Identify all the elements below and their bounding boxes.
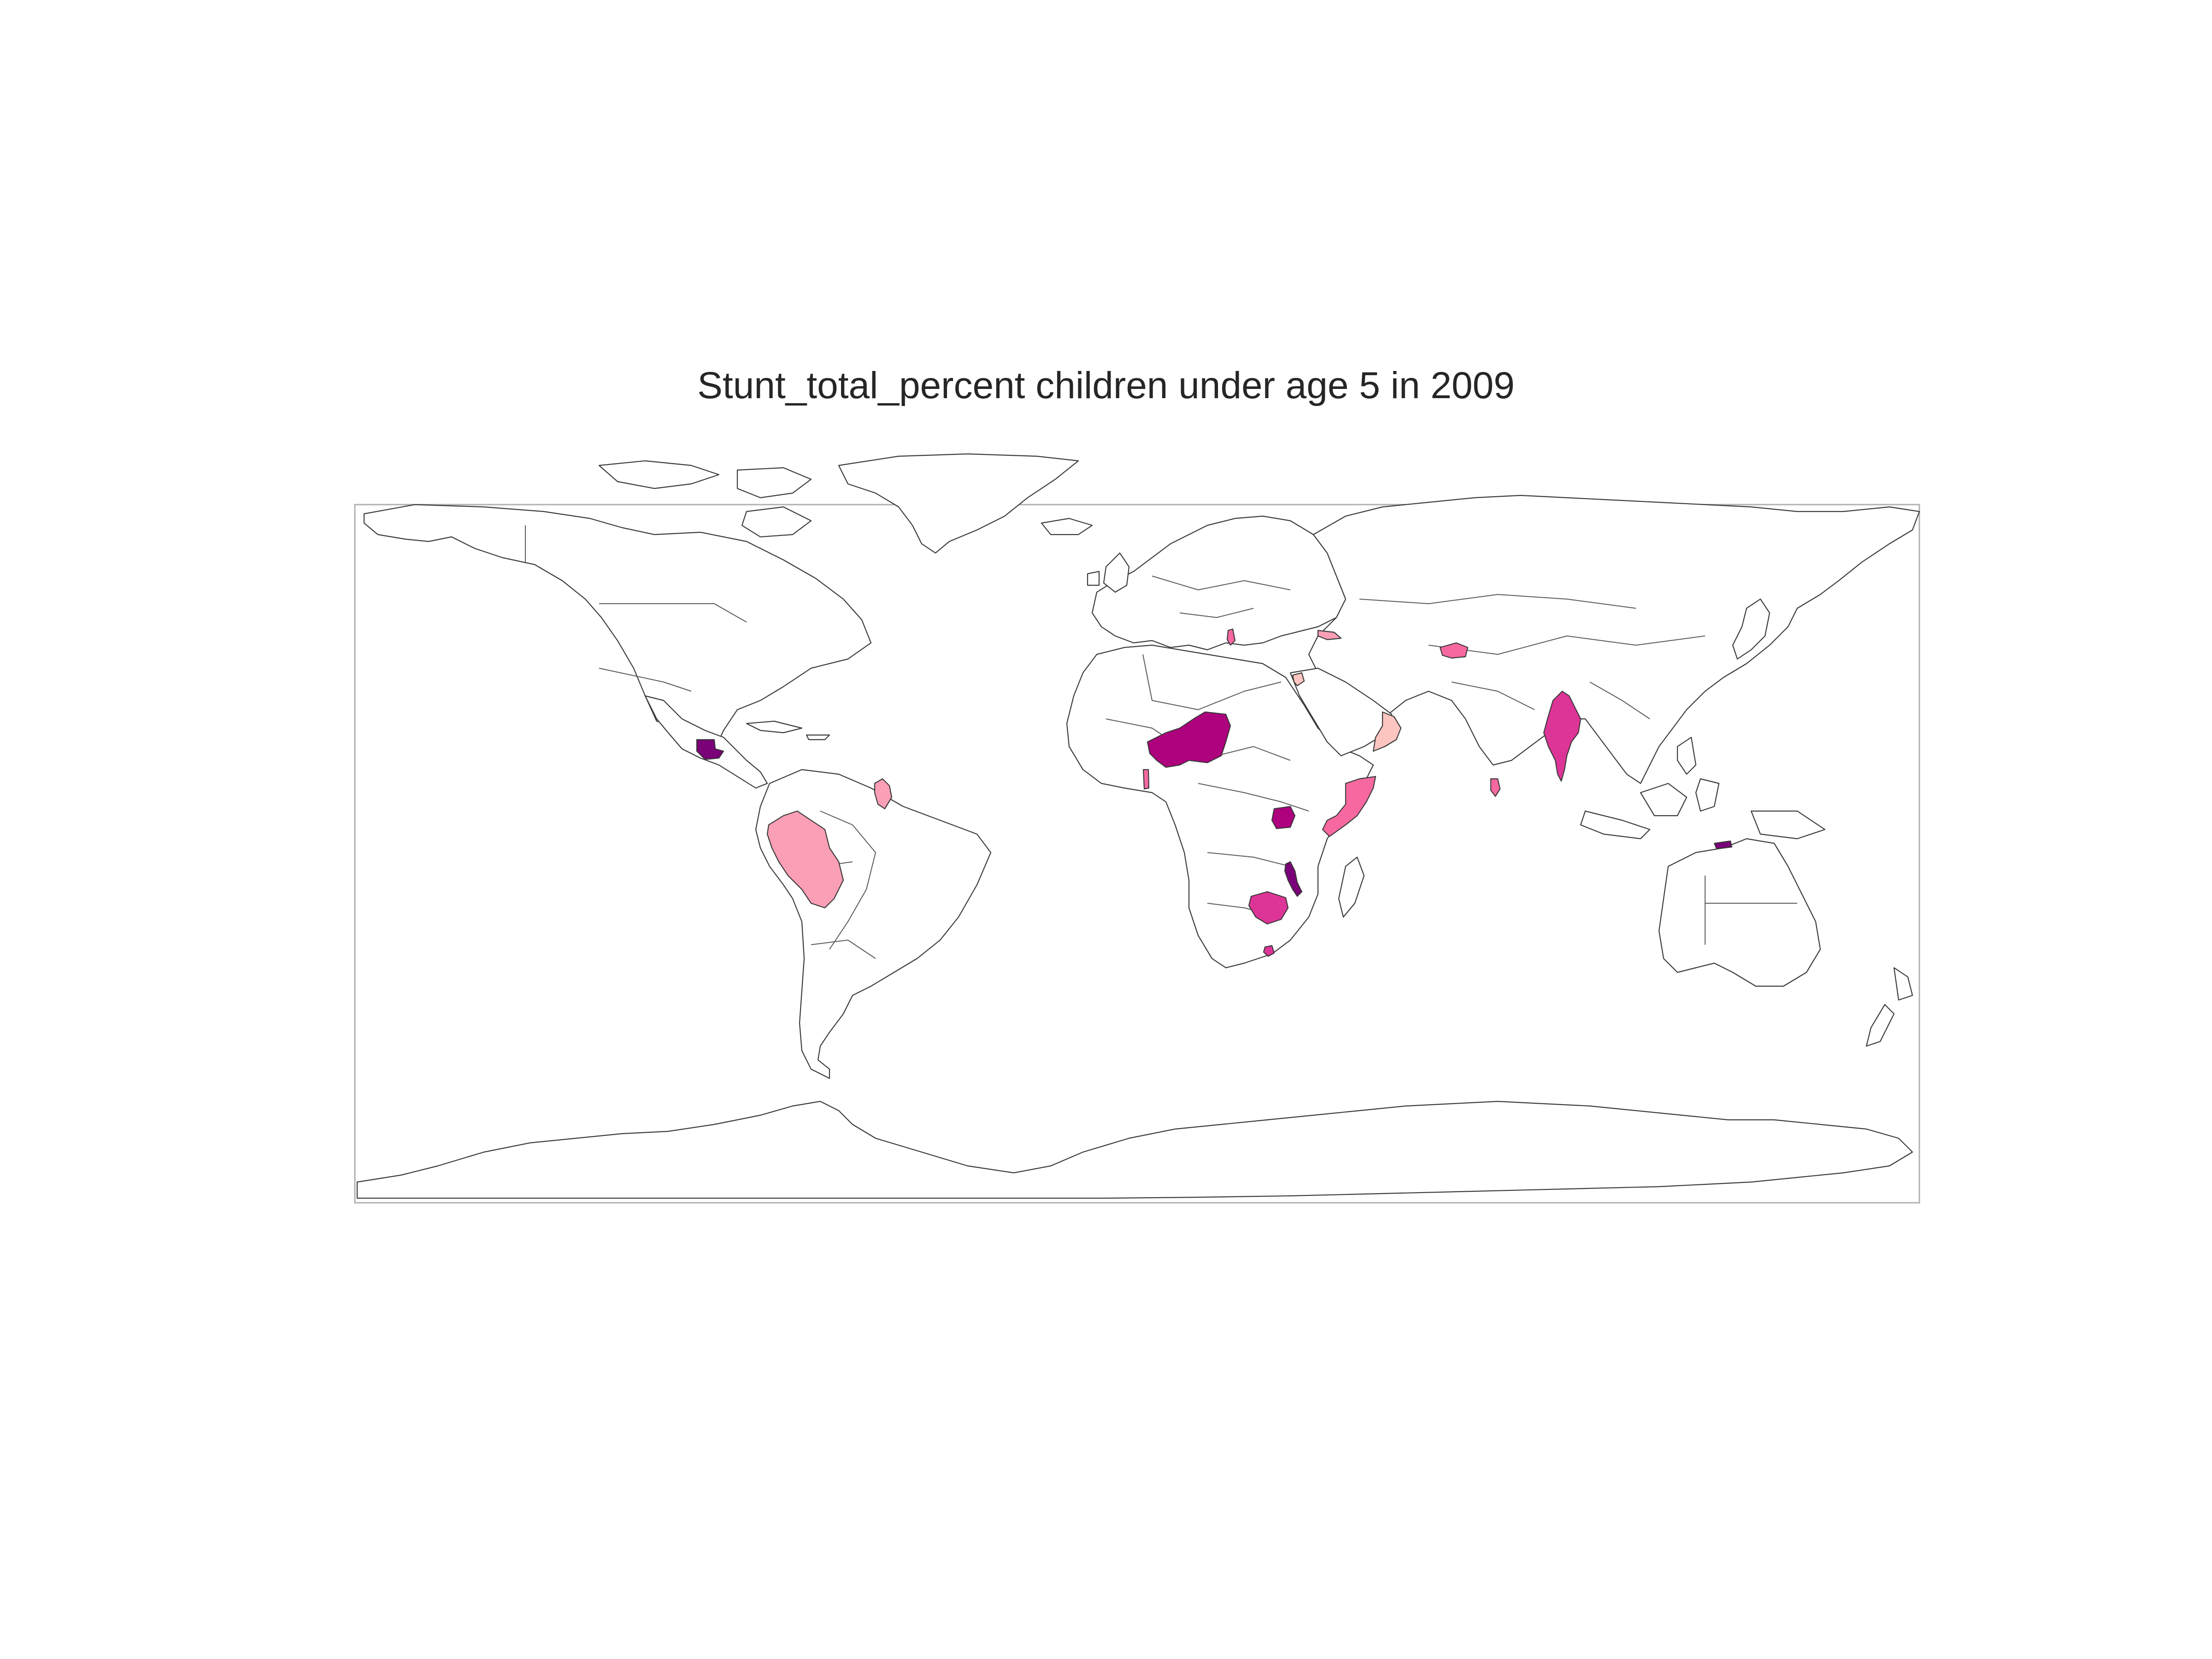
country-togo[interactable]: Togo <box>1142 769 1150 790</box>
country-sri-lanka[interactable]: Sri Lanka <box>1490 778 1501 797</box>
antarctica <box>356 1100 1913 1199</box>
country-zimbabwe[interactable]: Zimbabwe <box>1248 891 1289 925</box>
madagascar <box>1338 856 1365 918</box>
country-timor-leste[interactable]: Timor-Leste <box>1713 840 1733 850</box>
country-oman[interactable]: Oman <box>1372 711 1402 752</box>
canadian-arctic-islands <box>598 460 812 538</box>
country-myanmar[interactable]: Myanmar <box>1543 690 1582 782</box>
europe <box>1091 515 1347 651</box>
country-guatemala[interactable]: Guatemala <box>696 739 724 760</box>
country-peru[interactable]: Peru <box>766 810 844 909</box>
asia <box>1308 494 1920 784</box>
north-america <box>363 504 872 757</box>
new-zealand <box>1865 967 1913 1047</box>
country-somalia[interactable]: Somalia <box>1322 776 1377 837</box>
country-niger[interactable]: Niger <box>1147 711 1231 768</box>
map-frame <box>354 504 1920 1204</box>
country-uganda[interactable]: Uganda <box>1271 806 1296 830</box>
iceland <box>1041 518 1093 535</box>
greenland <box>838 453 1079 554</box>
country-malawi[interactable]: Malawi <box>1284 861 1303 897</box>
country-guyana[interactable]: Guyana <box>874 778 893 810</box>
map-title: Stunt_total_percent children under age 5… <box>697 365 1515 406</box>
choropleth-layer: Guatemala Peru Guyana Niger Togo Albania… <box>696 628 1733 957</box>
caribbean-islands <box>746 720 830 741</box>
japan <box>1732 598 1771 660</box>
indonesia-philippines <box>1580 736 1826 840</box>
country-georgia[interactable]: Georgia <box>1317 629 1342 641</box>
country-albania[interactable]: Albania <box>1226 628 1236 646</box>
british-isles <box>1087 552 1130 593</box>
country-swaziland[interactable]: Swaziland <box>1263 945 1275 957</box>
country-jordan[interactable]: Jordan <box>1292 672 1305 687</box>
country-tajikistan[interactable]: Tajikistan <box>1439 642 1469 659</box>
australia <box>1658 838 1821 987</box>
landmasses <box>356 453 1920 1199</box>
